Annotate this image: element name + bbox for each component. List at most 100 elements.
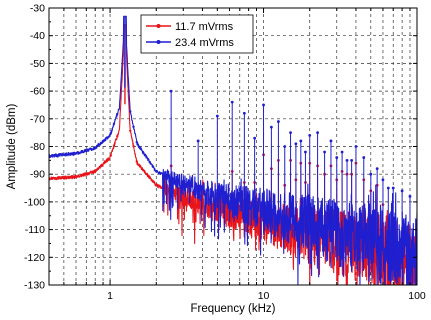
harmonic-point: [345, 158, 349, 162]
data-point: [60, 176, 64, 179]
data-point: [96, 167, 99, 171]
axis-ticks: -130 -120 -110 -100 -90 -80 -70 -60 -50 -40 -30 1 10…: [24, 3, 426, 303]
data-point: [90, 171, 93, 174]
data-point: [77, 151, 80, 154]
y-tick-label: -40: [30, 30, 45, 42]
harmonic-point: [340, 150, 344, 154]
data-point: [93, 146, 96, 150]
data-point: [132, 125, 135, 128]
data-point: [83, 149, 86, 153]
x-tick-label: 10: [258, 290, 270, 302]
harmonic-point: [381, 178, 385, 182]
harmonic-point: [386, 186, 390, 190]
harmonic-point: [323, 150, 327, 154]
data-point: [93, 170, 96, 173]
data-point: [109, 154, 112, 157]
data-point: [54, 154, 57, 157]
harmonic-point: [408, 194, 412, 198]
data-point: [142, 169, 145, 172]
data-point: [54, 176, 57, 180]
data-point: [77, 175, 80, 178]
data-point: [57, 153, 60, 157]
data-point: [64, 153, 67, 156]
data-point: [151, 165, 155, 168]
harmonic-point: [354, 145, 358, 148]
y-tick-label: -30: [30, 3, 45, 15]
legend-label: 11.7 mVrms: [175, 21, 234, 33]
data-point: [80, 150, 83, 154]
data-point: [86, 172, 90, 175]
harmonic-point: [283, 145, 287, 148]
data-point: [103, 139, 106, 142]
harmonic-point: [299, 139, 303, 143]
series-layer: [49, 15, 417, 285]
data-point: [138, 146, 142, 150]
data-point: [73, 175, 77, 179]
x-tick-label: 1: [107, 290, 113, 302]
harmonic-point: [242, 111, 246, 115]
series-trace: [49, 15, 417, 285]
y-tick-label: -130: [24, 280, 45, 292]
x-tick-label: 100: [408, 290, 426, 302]
data-point: [57, 176, 60, 180]
harmonic-point: [230, 100, 234, 104]
data-point: [80, 174, 83, 177]
harmonic-point: [215, 114, 219, 118]
harmonic-point: [304, 150, 307, 154]
data-point: [86, 148, 90, 152]
data-point: [112, 144, 116, 148]
data-point: [64, 176, 67, 179]
y-tick-label: -50: [30, 58, 45, 70]
data-point: [109, 132, 112, 135]
data-point: [106, 158, 109, 162]
harmonic-point: [262, 103, 265, 107]
data-point: [70, 175, 73, 179]
harmonic-point: [391, 186, 395, 190]
data-point: [83, 173, 86, 176]
data-point: [145, 156, 148, 159]
legend-label: 23.4 mVrms: [175, 37, 234, 49]
harmonic-point: [308, 134, 312, 137]
data-point: [106, 136, 109, 139]
harmonic-point: [362, 156, 366, 159]
legend-marker: [156, 24, 161, 28]
harmonic-point: [400, 189, 404, 193]
data-point: [112, 122, 116, 125]
harmonic-point: [196, 139, 200, 143]
harmonic-point: [169, 89, 173, 93]
data-point: [138, 165, 142, 168]
series-blue: [49, 15, 417, 285]
data-point: [67, 176, 70, 179]
y-axis-label: Amplitude (dBm): [6, 104, 18, 190]
harmonic-point: [369, 172, 373, 176]
data-point: [135, 160, 138, 163]
data-point: [116, 112, 119, 116]
data-point: [60, 153, 64, 157]
data-point: [142, 151, 145, 154]
harmonic-point: [253, 136, 257, 140]
data-point: [67, 152, 70, 156]
harmonic-point: [375, 167, 379, 171]
data-point: [145, 172, 148, 176]
data-point: [73, 152, 77, 155]
harmonic-point: [335, 156, 339, 159]
data-point: [99, 141, 103, 145]
data-point: [90, 147, 93, 151]
data-point: [148, 160, 151, 164]
data-point: [96, 144, 99, 147]
data-point: [155, 170, 158, 173]
data-point: [132, 144, 135, 148]
y-tick-label: -120: [24, 252, 45, 264]
data-point: [129, 110, 132, 113]
data-point: [99, 164, 103, 168]
data-point: [70, 152, 73, 156]
y-tick-label: -110: [25, 224, 45, 236]
y-tick-label: -70: [30, 113, 45, 125]
legend: 11.7 mVrms 23.4 mVrms: [140, 14, 254, 54]
y-tick-label: -60: [30, 86, 45, 98]
harmonic-point: [316, 131, 319, 135]
data-point: [155, 184, 158, 187]
series-trace: [49, 24, 417, 285]
x-axis-label: Frequency (kHz): [191, 303, 276, 315]
